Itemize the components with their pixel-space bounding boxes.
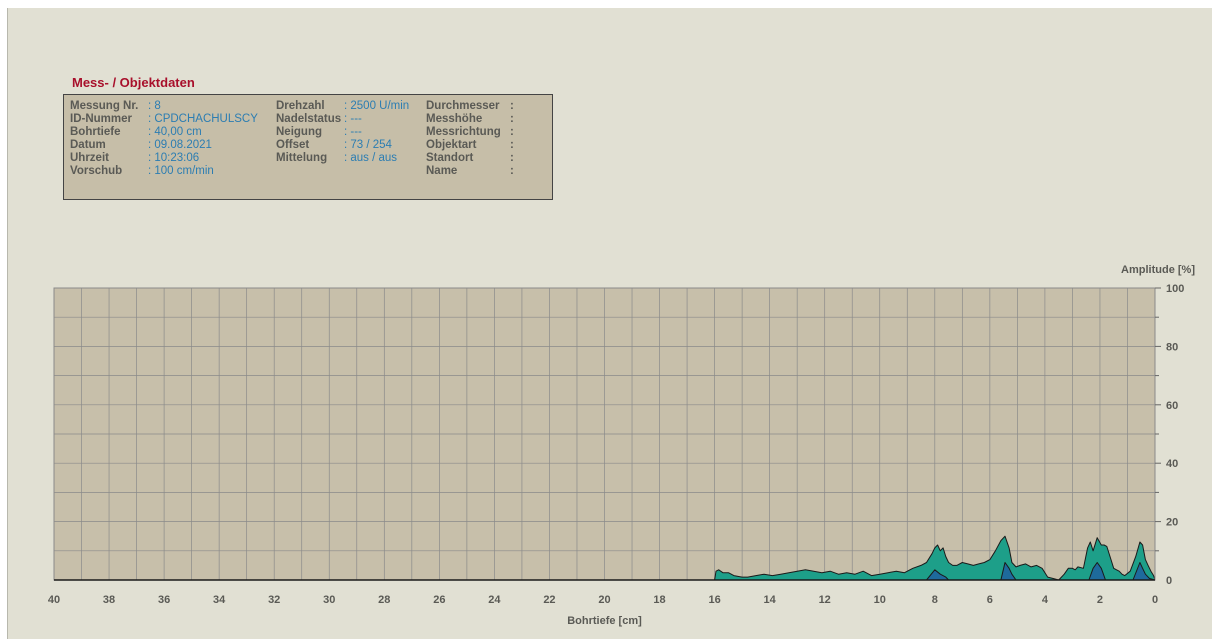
section-title: Mess- / Objektdaten xyxy=(72,75,195,90)
info-value: : xyxy=(510,139,514,151)
x-tick-label: 0 xyxy=(1152,594,1158,606)
x-tick-label: 24 xyxy=(488,594,501,606)
info-value: : 8 xyxy=(148,100,161,112)
x-tick-label: 36 xyxy=(158,594,170,606)
info-value: : 73 / 254 xyxy=(344,139,392,151)
info-label: Messhöhe xyxy=(426,113,483,125)
x-tick-label: 4 xyxy=(1042,594,1049,606)
info-label: Uhrzeit xyxy=(70,152,109,164)
y-tick-label: 0 xyxy=(1166,575,1172,587)
info-label: Durchmesser xyxy=(426,100,500,112)
info-label: Name xyxy=(426,165,458,177)
x-tick-label: 34 xyxy=(213,594,226,606)
y-tick-label: 20 xyxy=(1166,517,1178,529)
x-tick-label: 16 xyxy=(708,594,720,606)
info-label: Neigung xyxy=(276,126,322,138)
x-tick-label: 40 xyxy=(48,594,60,606)
info-value: : 10:23:06 xyxy=(148,152,200,164)
y-tick-label: 80 xyxy=(1166,341,1178,353)
x-tick-label: 28 xyxy=(378,594,390,606)
x-tick-label: 26 xyxy=(433,594,445,606)
info-label: Offset xyxy=(276,139,310,151)
info-label: Vorschub xyxy=(70,165,123,177)
info-value: : 40,00 cm xyxy=(148,126,202,138)
info-label: Messrichtung xyxy=(426,126,501,138)
x-tick-label: 12 xyxy=(819,594,831,606)
y-tick-label: 40 xyxy=(1166,458,1178,470)
info-value: : aus / aus xyxy=(344,152,398,164)
axes: 40 38 36 34 32 30 28 26 24 22 20 18 16 14 12 10 8 6 4 2 0020… xyxy=(48,283,1184,606)
x-tick-label: 20 xyxy=(598,594,610,606)
x-tick-label: 30 xyxy=(323,594,335,606)
info-label: ID-Nummer xyxy=(70,113,132,125)
info-value: : 09.08.2021 xyxy=(148,139,212,151)
x-tick-label: 6 xyxy=(987,594,993,606)
x-tick-label: 18 xyxy=(653,594,665,606)
y-tick-label: 60 xyxy=(1166,400,1178,412)
measurement-info-box: Messung Nr. : 8 ID-Nummer : CPDCHACHULSCY Bo… xyxy=(63,94,553,200)
info-label: Messung Nr. xyxy=(70,100,139,112)
info-value: : --- xyxy=(344,126,362,138)
x-tick-label: 8 xyxy=(932,594,938,606)
info-value: : xyxy=(510,165,514,177)
grid-lines xyxy=(54,288,1155,580)
x-tick-label: 10 xyxy=(874,594,886,606)
x-tick-label: 22 xyxy=(543,594,555,606)
info-label: Objektart xyxy=(426,139,477,151)
x-axis-label: Bohrtiefe [cm] xyxy=(567,615,642,627)
info-label: Bohrtiefe xyxy=(70,126,121,138)
x-tick-label: 32 xyxy=(268,594,280,606)
info-value: : CPDCHACHULSCY xyxy=(148,113,258,125)
y-axis-label: Amplitude [%] xyxy=(1121,264,1195,276)
info-value: : xyxy=(510,152,514,164)
info-value: : 2500 U/min xyxy=(344,100,410,112)
info-value: : xyxy=(510,100,514,112)
info-value: : 100 cm/min xyxy=(148,165,214,177)
info-label: Mittelung xyxy=(276,152,328,164)
x-tick-label: 2 xyxy=(1097,594,1103,606)
info-value: : xyxy=(510,113,514,125)
x-tick-label: 14 xyxy=(764,594,777,606)
info-label: Nadelstatus xyxy=(276,113,342,125)
y-tick-label: 100 xyxy=(1166,283,1184,295)
info-label: Datum xyxy=(70,139,106,151)
info-label: Standort xyxy=(426,152,474,164)
amplitude-area-series-1 xyxy=(714,535,1156,581)
info-value: : --- xyxy=(344,113,362,125)
info-label: Drehzahl xyxy=(276,100,325,112)
info-value: : xyxy=(510,126,514,138)
x-tick-label: 38 xyxy=(103,594,115,606)
